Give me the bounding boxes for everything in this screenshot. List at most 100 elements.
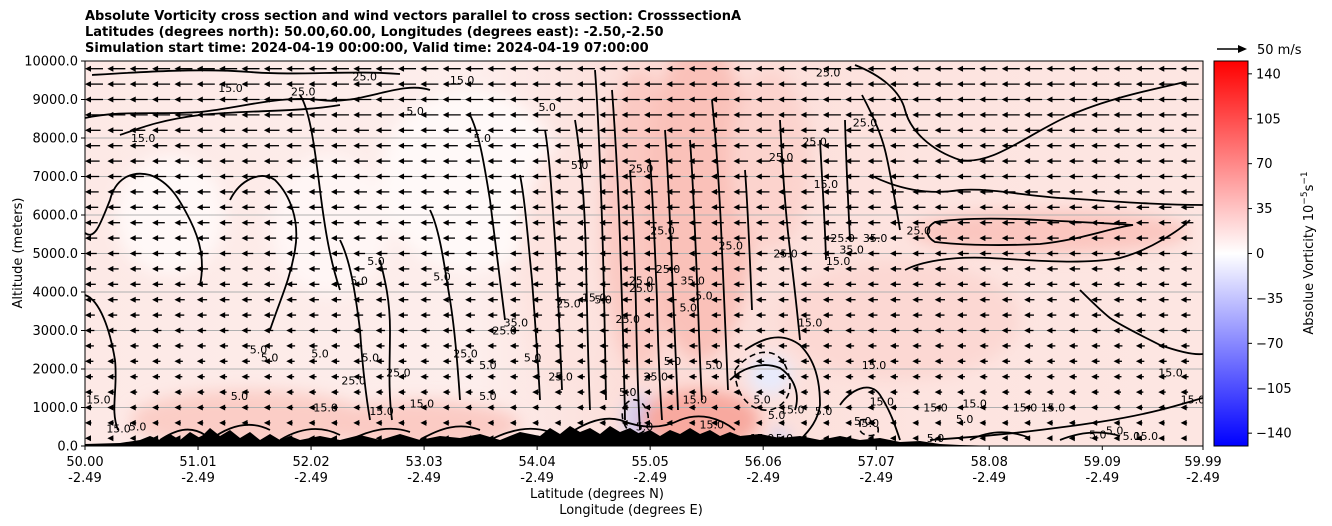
wind-vector [688, 65, 707, 72]
wind-vector [867, 219, 881, 226]
wind-vector [219, 111, 238, 118]
wind-vector [755, 404, 763, 411]
wind-vector [688, 219, 702, 226]
y-axis-label: Altitude (meters) [11, 198, 26, 309]
wind-vector [487, 96, 506, 103]
contour-label: 5.0 [636, 421, 654, 434]
wind-vector [1180, 419, 1188, 426]
wind-vector [420, 81, 439, 88]
contour-label: 25.0 [548, 371, 573, 384]
wind-vector [330, 81, 349, 88]
wind-vector [755, 358, 765, 365]
wind-vector [487, 312, 498, 319]
wind-vector [800, 296, 811, 303]
wind-vector [1180, 127, 1197, 134]
wind-vector [129, 389, 138, 396]
wind-vector [554, 96, 573, 103]
wind-vector [152, 127, 168, 134]
wind-vector [1158, 281, 1170, 288]
wind-vector [979, 327, 989, 334]
wind-vector [1180, 219, 1194, 226]
wind-vector [599, 81, 618, 88]
wind-vector [442, 312, 453, 319]
wind-vector [174, 204, 188, 211]
wind-vector [1046, 312, 1057, 319]
wind-vector [912, 65, 931, 72]
wind-vector [219, 173, 234, 180]
wind-vector [107, 81, 126, 88]
wind-vector [934, 65, 953, 72]
wind-vector [330, 342, 340, 349]
wind-vector [621, 127, 638, 134]
wind-vector [1113, 281, 1125, 288]
wind-vector [934, 373, 943, 380]
wind-vector [152, 96, 171, 103]
wind-vector [532, 389, 540, 396]
contour-label: 15.0 [582, 292, 607, 305]
wind-vector [174, 312, 185, 319]
wind-vector [1046, 358, 1055, 365]
wind-vector [845, 188, 859, 195]
wind-vector [532, 81, 551, 88]
colorbar-tick-label: 0 [1256, 247, 1264, 262]
wind-vector [889, 404, 897, 411]
wind-vector [755, 281, 767, 288]
x-tick-label-lon: -2.49 [633, 471, 667, 486]
wind-vector [554, 204, 568, 211]
contour-label: 5.0 [753, 394, 771, 407]
wind-vector [800, 173, 815, 180]
wind-vector [196, 296, 208, 303]
wind-vector [1001, 188, 1016, 195]
wind-vector [375, 265, 387, 272]
wind-vector [353, 158, 368, 165]
wind-vector [934, 296, 945, 303]
wind-vector [330, 142, 347, 149]
wind-vector [644, 419, 651, 426]
wind-vector [666, 204, 680, 211]
wind-vector [867, 358, 876, 365]
contour-line [299, 94, 341, 291]
x-tick-label-lat: 55.05 [632, 455, 669, 470]
wind-vector [1068, 358, 1078, 365]
contour-label: 15.0 [1013, 401, 1038, 414]
wind-vector [688, 358, 698, 365]
wind-vector [912, 358, 921, 365]
wind-vector [487, 127, 504, 134]
wind-vector [1046, 111, 1065, 118]
wind-vector [1135, 296, 1147, 303]
wind-vector [353, 327, 363, 334]
wind-vector [196, 127, 213, 134]
wind-vector [398, 312, 408, 319]
wind-vector [889, 373, 898, 380]
wind-vector [666, 373, 675, 380]
wind-vector [263, 219, 277, 226]
wind-vector [800, 419, 807, 426]
wind-vector [1091, 296, 1102, 303]
wind-vector [867, 204, 881, 211]
wind-vector [196, 342, 206, 349]
wind-vector [666, 296, 677, 303]
wind-vector [241, 358, 250, 365]
wind-vector [644, 296, 655, 303]
quiver-key-arrowhead [1238, 45, 1247, 53]
wind-vector [800, 404, 808, 411]
wind-vector [1091, 327, 1101, 334]
wind-vector [1113, 312, 1124, 319]
wind-vector [800, 327, 810, 334]
wind-vector [688, 373, 697, 380]
wind-vector [375, 204, 389, 211]
wind-vector [398, 281, 409, 288]
wind-vector [465, 342, 474, 349]
wind-vector [867, 111, 886, 118]
wind-vector [85, 265, 97, 272]
wind-vector [1135, 250, 1148, 257]
wind-vector [420, 204, 434, 211]
wind-vector [599, 312, 610, 319]
wind-vector [442, 111, 461, 118]
contour-label: 5.0 [479, 390, 497, 403]
wind-vector [487, 204, 501, 211]
wind-vector [912, 173, 927, 180]
wind-vector [644, 373, 652, 380]
wind-vector [465, 358, 474, 365]
wind-vector [666, 158, 681, 165]
